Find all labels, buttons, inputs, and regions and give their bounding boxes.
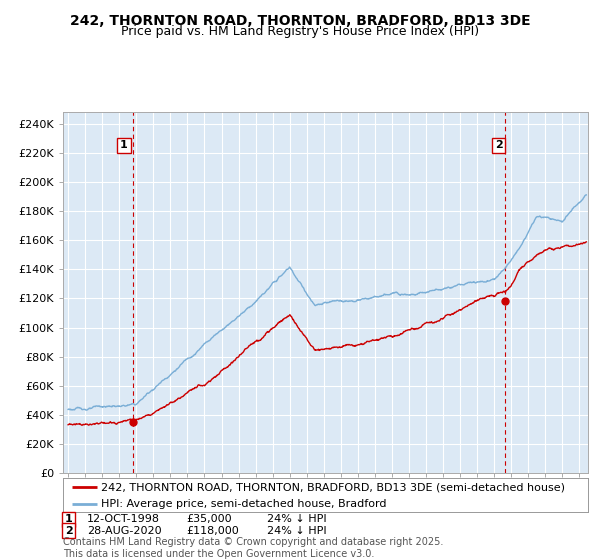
Text: 24% ↓ HPI: 24% ↓ HPI (267, 514, 326, 524)
Text: HPI: Average price, semi-detached house, Bradford: HPI: Average price, semi-detached house,… (101, 499, 386, 508)
Text: Price paid vs. HM Land Registry's House Price Index (HPI): Price paid vs. HM Land Registry's House … (121, 25, 479, 38)
Text: £118,000: £118,000 (186, 526, 239, 536)
Text: 28-AUG-2020: 28-AUG-2020 (87, 526, 161, 536)
Text: £35,000: £35,000 (186, 514, 232, 524)
Text: 24% ↓ HPI: 24% ↓ HPI (267, 526, 326, 536)
Text: 2: 2 (65, 526, 73, 536)
Text: 12-OCT-1998: 12-OCT-1998 (87, 514, 160, 524)
Text: Contains HM Land Registry data © Crown copyright and database right 2025.
This d: Contains HM Land Registry data © Crown c… (63, 537, 443, 559)
Text: 2: 2 (494, 141, 502, 151)
Text: 1: 1 (120, 141, 128, 151)
Text: 242, THORNTON ROAD, THORNTON, BRADFORD, BD13 3DE (semi-detached house): 242, THORNTON ROAD, THORNTON, BRADFORD, … (101, 482, 565, 492)
Text: 1: 1 (65, 514, 73, 524)
Text: 242, THORNTON ROAD, THORNTON, BRADFORD, BD13 3DE: 242, THORNTON ROAD, THORNTON, BRADFORD, … (70, 14, 530, 28)
